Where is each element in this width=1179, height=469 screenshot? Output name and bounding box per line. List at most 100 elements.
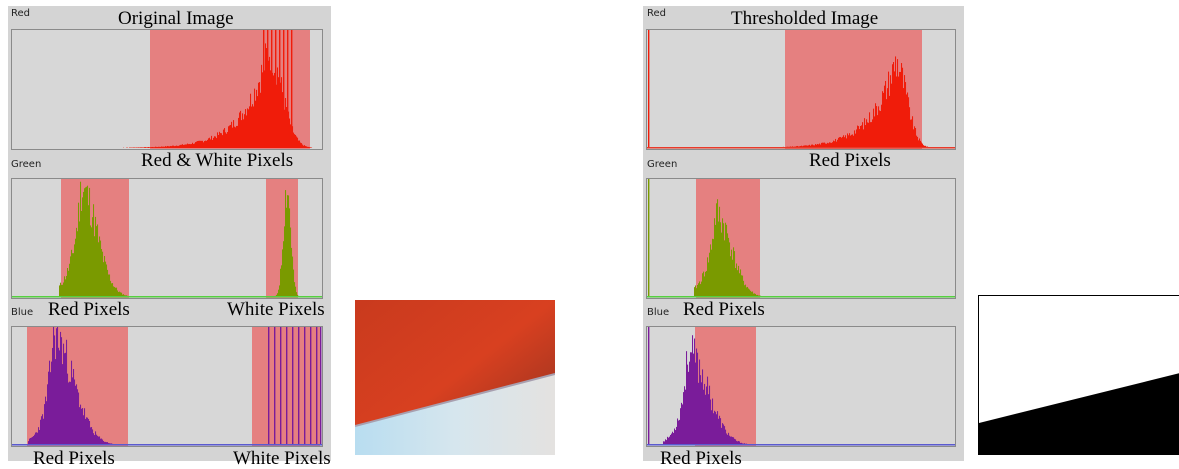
- histogram-bar: [146, 147, 147, 148]
- histogram-bar: [77, 231, 78, 297]
- histogram-bar: [206, 141, 207, 148]
- histogram-bar: [181, 145, 182, 148]
- histogram-bar: [676, 427, 677, 445]
- histogram-bar: [739, 273, 740, 297]
- histogram-bar: [698, 383, 699, 445]
- histogram-bar: [286, 208, 287, 297]
- histogram-bar: [833, 141, 834, 148]
- red-histogram-plot: [12, 30, 323, 150]
- histogram-bar: [75, 239, 76, 297]
- histogram-bar: [244, 114, 245, 148]
- histogram-bar: [84, 188, 85, 297]
- histogram-spike: [275, 30, 276, 148]
- histogram-bar: [196, 142, 197, 148]
- histogram-bar: [679, 420, 680, 445]
- histogram-bar: [80, 182, 81, 297]
- histogram-bar: [671, 434, 672, 445]
- histogram-bar: [281, 265, 282, 297]
- histogram-bar: [745, 285, 746, 297]
- histogram-bar: [883, 93, 884, 148]
- histogram-bar: [183, 145, 184, 148]
- histogram-bar: [95, 217, 96, 297]
- histogram-bar: [116, 288, 117, 297]
- histogram-bar: [204, 141, 205, 148]
- histogram-bar: [713, 239, 714, 297]
- histogram-bar: [220, 133, 221, 148]
- left-red-hist-caption: Red & White Pixels: [141, 151, 293, 171]
- histogram-bar: [91, 227, 92, 297]
- histogram-bar: [859, 129, 860, 148]
- histogram-spike: [286, 327, 287, 445]
- histogram-bar: [900, 72, 901, 148]
- histogram-bar: [144, 147, 145, 148]
- histogram-bar: [677, 418, 678, 445]
- histogram-bar: [109, 274, 110, 297]
- histogram-spike: [304, 327, 305, 445]
- histogram-bar: [258, 83, 259, 148]
- histogram-bar: [860, 126, 861, 148]
- right-blue-histogram: [646, 326, 956, 447]
- histogram-bar: [57, 327, 58, 445]
- histogram-bar: [238, 118, 239, 148]
- histogram-bar: [673, 433, 674, 445]
- histogram-bar: [239, 113, 240, 148]
- histogram-bar: [719, 416, 720, 445]
- histogram-baseline: [12, 444, 323, 446]
- histogram-bar: [76, 384, 77, 445]
- histogram-bar: [864, 118, 865, 148]
- histogram-bar: [74, 244, 75, 297]
- histogram-bar: [194, 143, 195, 148]
- histogram-bar: [62, 285, 63, 297]
- histogram-bar: [266, 48, 267, 148]
- histogram-bar: [155, 147, 156, 148]
- histogram-bar: [51, 362, 52, 445]
- histogram-bar: [893, 62, 894, 148]
- histogram-bar: [247, 108, 248, 148]
- histogram-bar: [81, 211, 82, 297]
- histogram-bar: [716, 414, 717, 445]
- histogram-bar: [88, 419, 89, 445]
- histogram-bar: [172, 146, 173, 148]
- histogram-bar: [894, 71, 895, 148]
- histogram-bar: [164, 147, 165, 148]
- histogram-spike: [279, 30, 280, 148]
- histogram-bar: [111, 283, 112, 297]
- histogram-bar: [200, 141, 201, 148]
- histogram-bar: [308, 147, 309, 148]
- histogram-bar: [725, 223, 726, 297]
- histogram-bar: [727, 233, 728, 297]
- right-title: Thresholded Image: [731, 9, 878, 29]
- histogram-bar: [295, 287, 296, 297]
- histogram-bar: [728, 238, 729, 297]
- histogram-bar: [844, 137, 845, 148]
- histogram-bar: [138, 147, 139, 148]
- histogram-spike: [291, 30, 292, 148]
- histogram-bar: [719, 207, 720, 297]
- histogram-bar: [280, 269, 281, 297]
- histogram-bar: [85, 419, 86, 445]
- histogram-bar: [302, 145, 303, 148]
- original-image: [355, 300, 555, 455]
- histogram-bar: [735, 268, 736, 297]
- histogram-spike: [320, 327, 321, 445]
- histogram-bar: [709, 253, 710, 297]
- histogram-bar: [113, 286, 114, 297]
- histogram-bar: [685, 390, 686, 445]
- histogram-bar: [182, 144, 183, 148]
- histogram-bar: [840, 137, 841, 148]
- histogram-bar: [914, 126, 915, 148]
- histogram-bar: [897, 59, 898, 148]
- histogram-bar: [74, 379, 75, 445]
- histogram-bar: [300, 143, 301, 148]
- left-green-channel-label: Green: [11, 160, 41, 170]
- histogram-bar: [219, 132, 220, 148]
- histogram-bar: [226, 134, 227, 148]
- histogram-bar: [708, 394, 709, 445]
- histogram-bar: [835, 139, 836, 148]
- histogram-bar: [93, 204, 94, 297]
- histogram-bar: [287, 195, 288, 297]
- histogram-bar: [702, 369, 703, 445]
- histogram-bar: [40, 420, 41, 445]
- histogram-bar: [672, 432, 673, 445]
- histogram-bar: [720, 222, 721, 297]
